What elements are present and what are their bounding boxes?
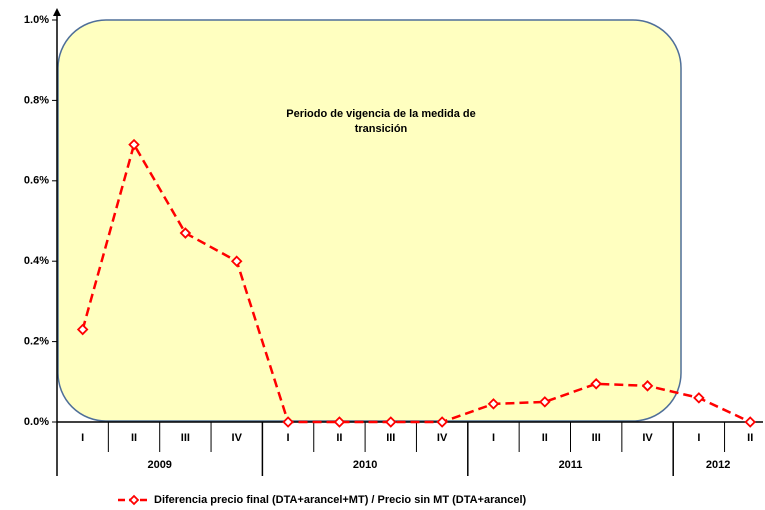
year-label: 2009 — [147, 459, 171, 471]
marker — [333, 416, 346, 428]
marker — [539, 396, 551, 408]
x-tick-label: II — [336, 432, 342, 444]
marker — [282, 416, 294, 428]
series-line — [81, 141, 751, 424]
x-tick-label: IV — [642, 432, 653, 444]
annotation: Periodo de vigencia de la medida de — [286, 108, 476, 120]
y-tick-label: 0.4% — [24, 255, 49, 267]
marker — [487, 398, 500, 410]
transition-period-box — [57, 19, 682, 422]
x-tick-label: II — [542, 432, 548, 444]
y-tick-label: 0.6% — [24, 175, 49, 187]
y-tick-label: 1.0% — [24, 14, 49, 26]
annotation: transición — [355, 123, 408, 135]
x-tick-label: II — [131, 432, 137, 444]
marker — [744, 416, 756, 428]
legend-marker — [128, 494, 140, 506]
year-label: 2012 — [706, 459, 730, 471]
x-tick-label: IV — [232, 432, 243, 444]
y-tick-label: 0.8% — [24, 94, 49, 106]
year-label: 2010 — [353, 459, 377, 471]
y-axis-arrow — [53, 8, 61, 16]
marker — [76, 323, 89, 336]
year-label: 2011 — [559, 459, 583, 471]
x-tick-label: I — [81, 432, 84, 444]
marker — [693, 392, 705, 404]
y-tick-label: 0.2% — [24, 336, 49, 348]
x-tick-label: II — [747, 432, 753, 444]
marker — [179, 227, 192, 239]
x-tick-label: I — [287, 432, 290, 444]
marker — [641, 380, 654, 392]
marker — [590, 378, 602, 390]
x-tick-label: IV — [437, 432, 448, 444]
x-tick-label: I — [492, 432, 495, 444]
x-tick-label: I — [697, 432, 700, 444]
x-tick-label: III — [592, 432, 601, 444]
marker — [128, 138, 140, 151]
x-tick-label: III — [181, 432, 190, 444]
y-tick-label: 0.0% — [24, 416, 49, 428]
marker — [436, 416, 448, 428]
marker — [385, 416, 397, 428]
x-tick-label: III — [386, 432, 395, 444]
marker — [230, 255, 243, 267]
legend-label: Diferencia precio final (DTA+arancel+MT)… — [154, 494, 527, 506]
